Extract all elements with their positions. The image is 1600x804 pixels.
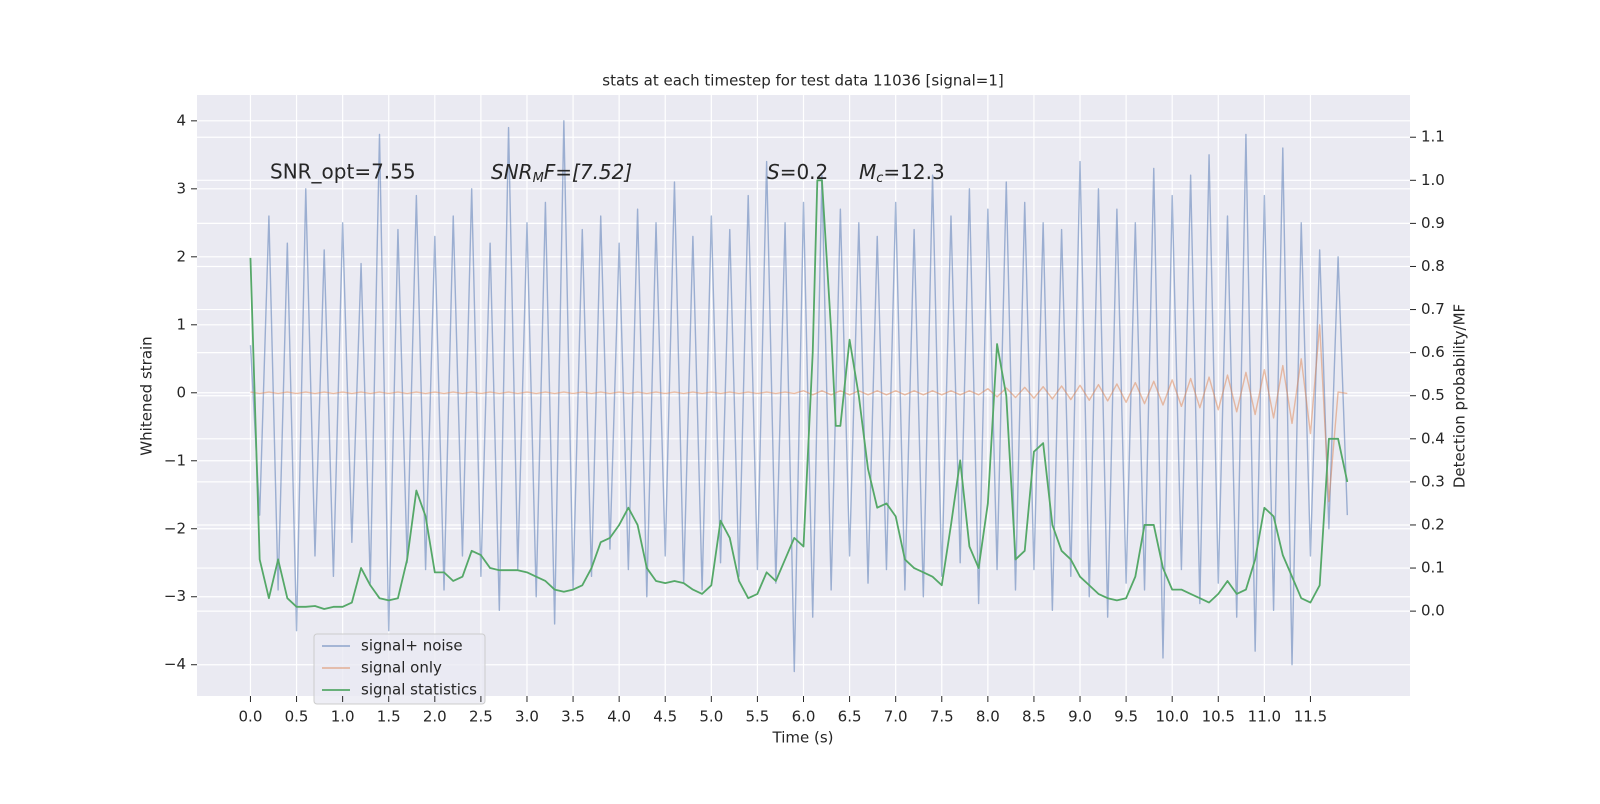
- annotation-part: =12.3: [883, 160, 944, 184]
- y2-tick-label: 0.3: [1421, 472, 1445, 490]
- y-tick-label: −1: [164, 451, 186, 469]
- annotation-sub: c: [876, 171, 883, 186]
- y-tick-label: 1: [176, 315, 186, 333]
- y-tick-label: −4: [164, 655, 186, 673]
- annotation-part: =0.2: [780, 160, 829, 184]
- annotation-part: SNR: [491, 160, 533, 184]
- series-line: [250, 324, 1348, 503]
- y2-tick-label: 0.9: [1421, 214, 1445, 232]
- y2-axis-label: Detection probability/MF: [1451, 304, 1469, 488]
- y-tick-label: 0: [176, 383, 186, 401]
- x-tick-label: 6.5: [838, 708, 862, 726]
- y2-tick-label: 1.1: [1421, 128, 1445, 146]
- x-tick-label: 8.5: [1022, 708, 1046, 726]
- x-tick-label: 7.5: [930, 708, 954, 726]
- annotation-part: F=[7.52]: [544, 160, 632, 184]
- x-axis-label: Time (s): [772, 729, 834, 747]
- x-tick-label: 5.0: [699, 708, 723, 726]
- x-tick-label: 7.0: [884, 708, 908, 726]
- x-tick-label: 8.0: [976, 708, 1000, 726]
- x-tick-label: 3.5: [561, 708, 585, 726]
- x-tick-label: 4.5: [653, 708, 677, 726]
- series-line: [249, 179, 1349, 610]
- x-tick-label: 6.0: [792, 708, 816, 726]
- x-tick-label: 5.5: [745, 708, 769, 726]
- y2-tick-label: 0.4: [1421, 429, 1445, 447]
- x-tick-label: 9.0: [1068, 708, 1092, 726]
- y2-tick-label: 0.0: [1421, 602, 1445, 620]
- x-tick-label: 11.5: [1294, 708, 1327, 726]
- x-tick-label: 2.0: [423, 708, 447, 726]
- y2-tick-label: 0.7: [1421, 300, 1445, 318]
- y2-tick-label: 0.2: [1421, 515, 1445, 533]
- legend-box: [313, 633, 486, 705]
- annotation: SNR_opt=7.55: [270, 160, 416, 184]
- y-axis-label: Whitened strain: [138, 336, 156, 455]
- x-tick-label: 0.0: [239, 708, 263, 726]
- annotation: SNRMF=[7.52]: [491, 160, 632, 186]
- x-tick-label: 9.5: [1114, 708, 1138, 726]
- x-tick-label: 10.0: [1155, 708, 1188, 726]
- x-tick-label: 11.0: [1248, 708, 1281, 726]
- x-tick-label: 3.0: [515, 708, 539, 726]
- y-tick-label: 2: [176, 247, 186, 265]
- legend-label: signal only: [361, 659, 442, 677]
- legend-label: signal+ noise: [361, 637, 463, 655]
- annotation: Mc=12.3: [859, 160, 945, 186]
- y-tick-label: 3: [176, 179, 186, 197]
- legend-label: signal statistics: [361, 681, 477, 699]
- x-tick-label: 10.5: [1202, 708, 1235, 726]
- x-tick-label: 2.5: [469, 708, 493, 726]
- annotation-part: S: [767, 160, 780, 184]
- x-tick-label: 0.5: [285, 708, 309, 726]
- annotation-sub: M: [533, 171, 544, 186]
- x-tick-label: 1.5: [377, 708, 401, 726]
- chart-title: stats at each timestep for test data 110…: [602, 72, 1003, 90]
- annotation-part: M: [859, 160, 876, 184]
- y-tick-label: −3: [164, 587, 186, 605]
- annotation: S=0.2: [767, 160, 828, 184]
- x-tick-label: 1.0: [331, 708, 355, 726]
- y2-tick-label: 0.8: [1421, 257, 1445, 275]
- y2-tick-label: 0.5: [1421, 386, 1445, 404]
- y-tick-label: 4: [176, 111, 186, 129]
- y2-tick-label: 0.6: [1421, 343, 1445, 361]
- y2-tick-label: 0.1: [1421, 559, 1445, 577]
- y2-tick-label: 1.0: [1421, 171, 1445, 189]
- x-tick-label: 4.0: [607, 708, 631, 726]
- y-tick-label: −2: [164, 519, 186, 537]
- series-line: [249, 120, 1349, 673]
